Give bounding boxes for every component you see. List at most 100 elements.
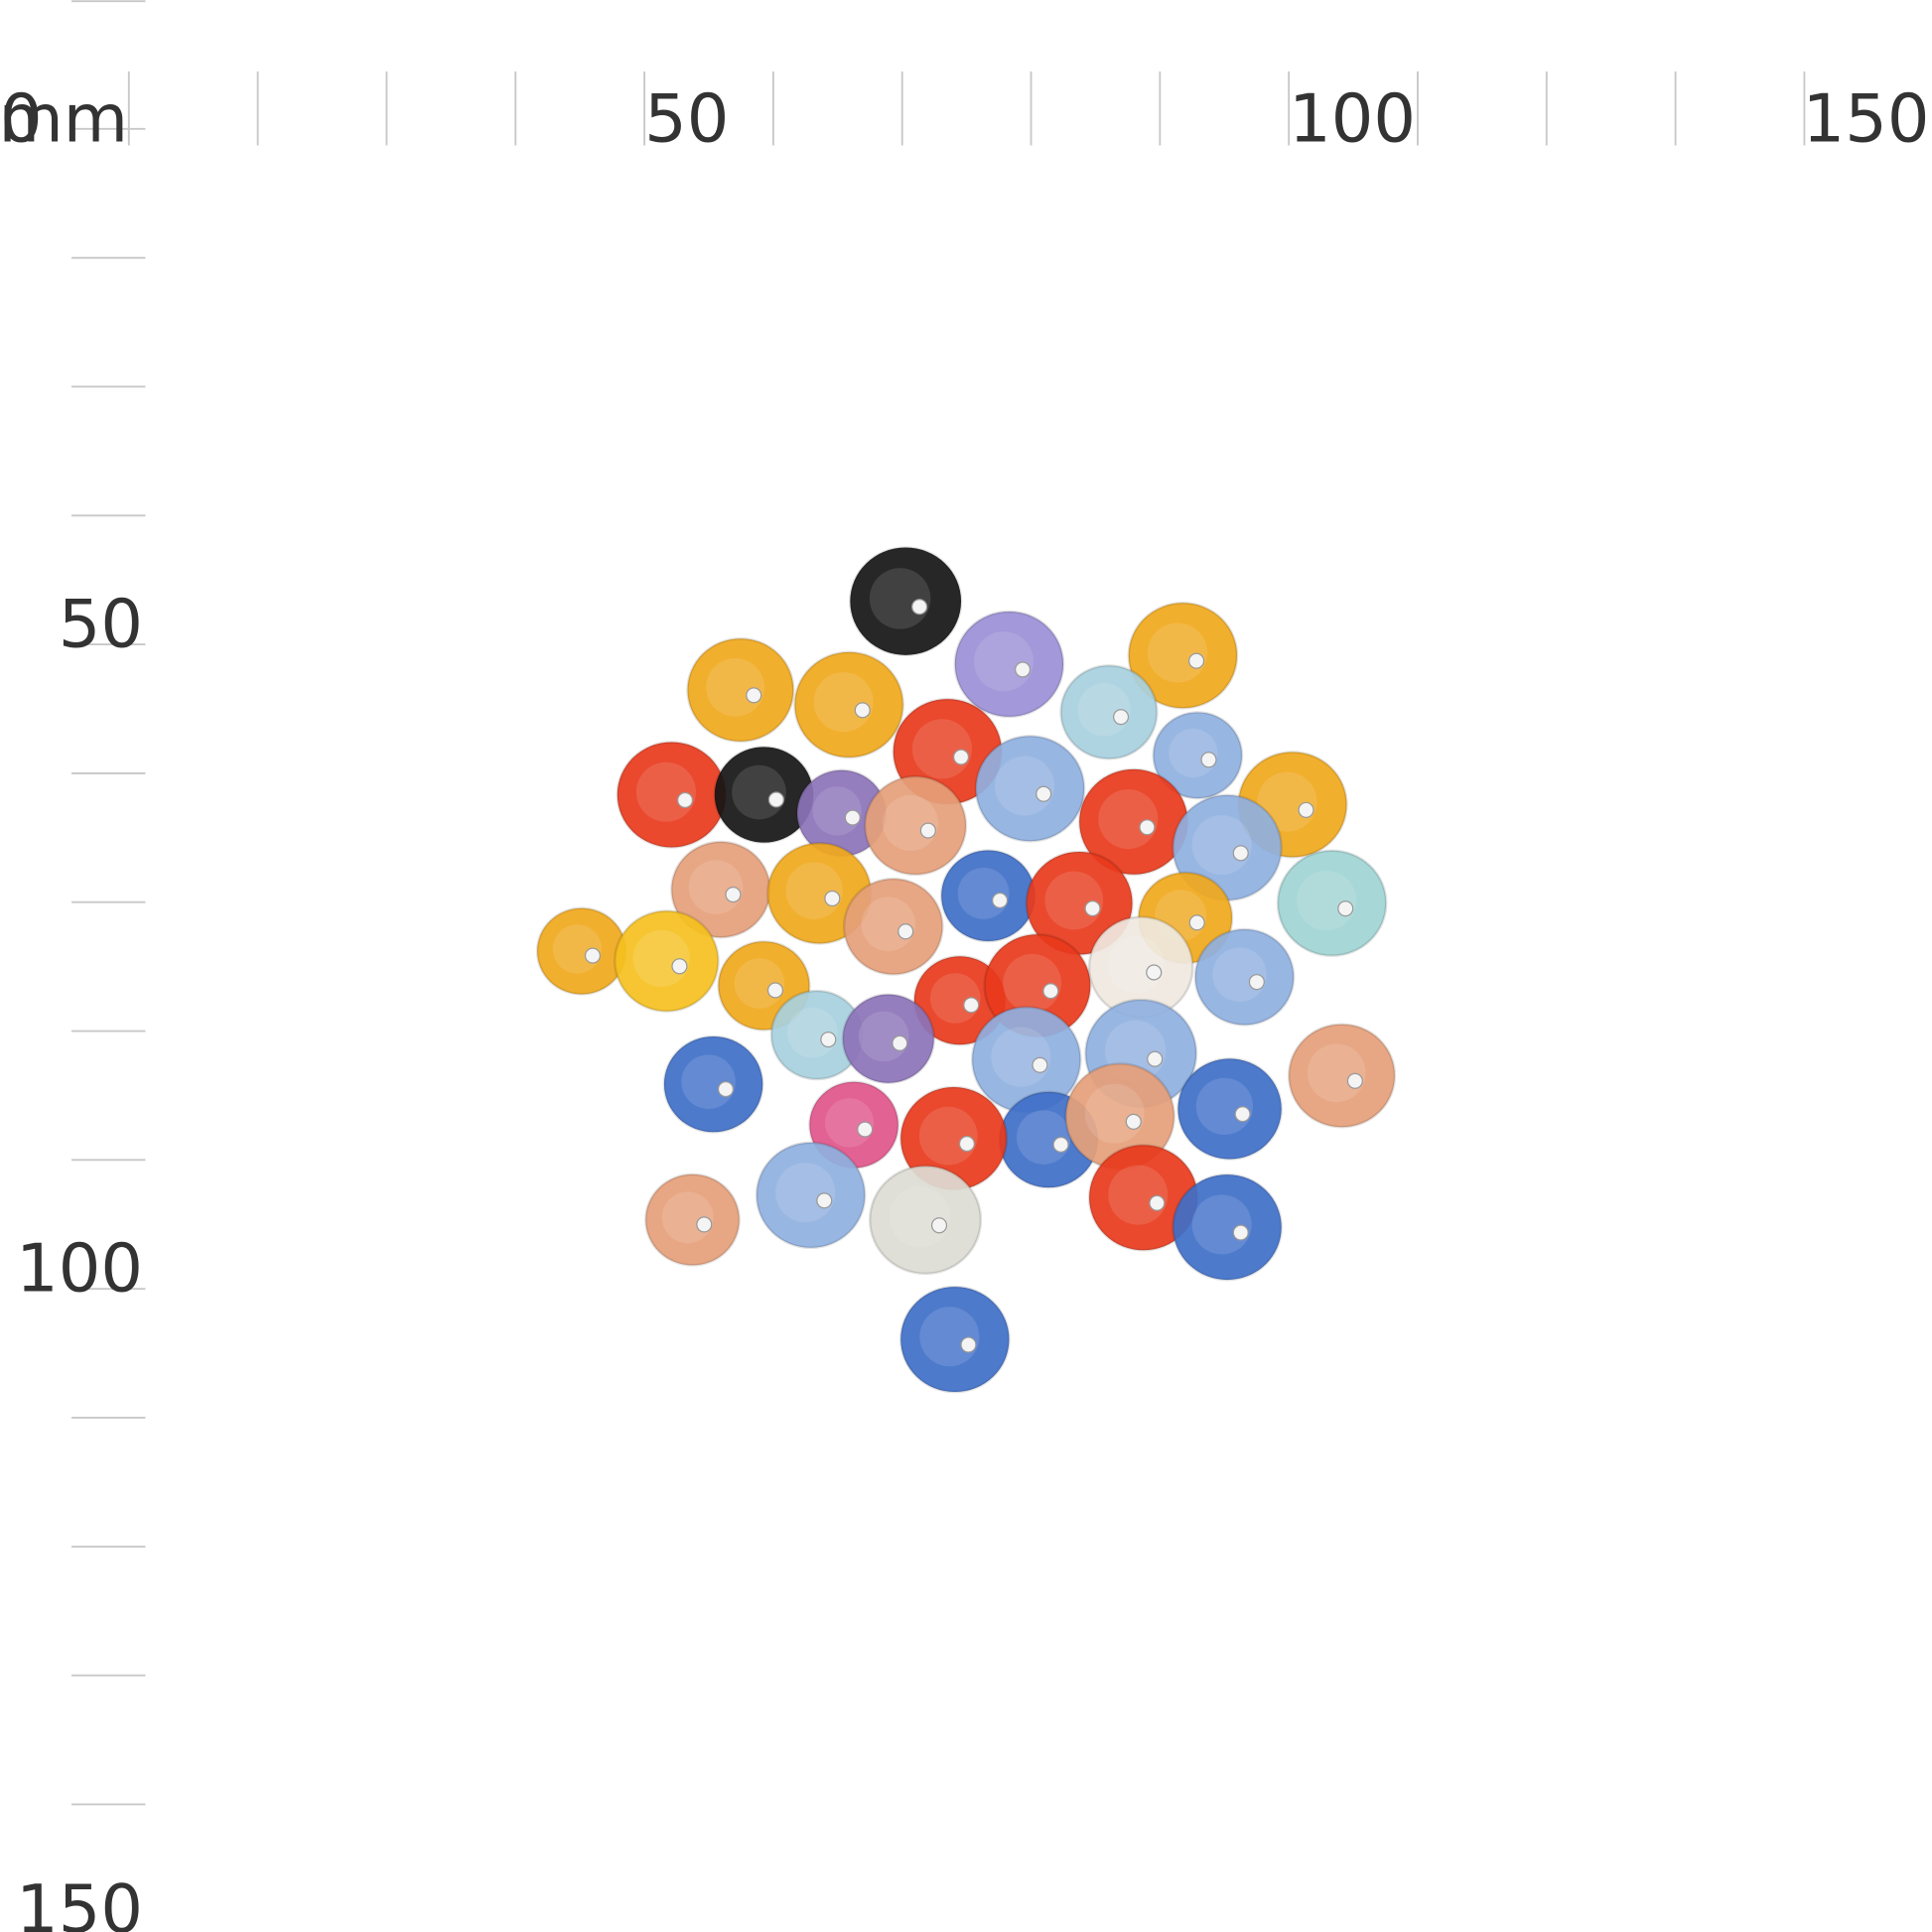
- button: [1172, 1173, 1283, 1282]
- ruler-label: 0: [0, 80, 43, 158]
- button: [1127, 602, 1239, 710]
- button-highlight: [1003, 953, 1061, 1013]
- button-highlight: [1307, 1043, 1366, 1103]
- button: [755, 1141, 867, 1250]
- rhinestone: [717, 1081, 735, 1098]
- button-highlight: [1098, 789, 1159, 850]
- button-highlight: [813, 672, 874, 733]
- rhinestone: [725, 886, 742, 903]
- rhinestone: [824, 890, 841, 907]
- button: [686, 636, 795, 744]
- rhinestone: [1346, 1072, 1363, 1089]
- rhinestone: [767, 791, 784, 808]
- rhinestone: [1084, 899, 1101, 917]
- ruler-label: 50: [644, 80, 729, 158]
- button-highlight: [973, 631, 1035, 692]
- button: [793, 650, 904, 759]
- rhinestone: [963, 997, 980, 1014]
- rhinestone: [766, 982, 784, 999]
- rhinestone: [820, 1032, 837, 1048]
- rhinestone: [1147, 1050, 1164, 1067]
- rhinestone: [1042, 983, 1059, 1000]
- button-highlight: [919, 1307, 980, 1367]
- button-highlight: [775, 1163, 836, 1223]
- button-highlight: [1191, 1194, 1252, 1255]
- button: [1176, 1057, 1283, 1161]
- rhinestone: [958, 1136, 975, 1153]
- rhinestone: [1125, 1113, 1142, 1130]
- button: [841, 993, 935, 1085]
- ruler-label: 150: [16, 1870, 143, 1932]
- button-highlight: [1147, 622, 1208, 683]
- rhinestone: [584, 947, 602, 964]
- rhinestone: [1234, 1106, 1251, 1123]
- button-highlight: [918, 1106, 978, 1166]
- button-highlight: [635, 761, 696, 822]
- rhinestone: [1149, 1194, 1166, 1211]
- rhinestone: [1188, 652, 1205, 669]
- button-highlight: [1084, 1083, 1145, 1144]
- rhinestone: [671, 958, 688, 975]
- rhinestone: [952, 749, 970, 765]
- rhinestone: [1188, 914, 1205, 931]
- rhinestone: [816, 1192, 833, 1209]
- button: [974, 735, 1086, 843]
- button-highlight: [889, 1186, 951, 1248]
- button-highlight: [1108, 1165, 1169, 1225]
- ruler-label: 150: [1803, 80, 1930, 158]
- button-highlight: [991, 1027, 1051, 1087]
- rhinestone: [919, 822, 936, 839]
- rhinestone: [960, 1336, 977, 1353]
- rhinestone: [1052, 1136, 1069, 1154]
- rhinestone: [1248, 974, 1265, 991]
- rhinestone: [1337, 900, 1354, 917]
- rhinestone: [854, 702, 871, 719]
- rhinestone: [844, 809, 861, 826]
- button-highlight: [911, 719, 972, 779]
- rhinestone: [1232, 1224, 1249, 1241]
- rhinestone: [857, 1121, 874, 1138]
- button-highlight: [869, 568, 931, 629]
- button: [1276, 849, 1388, 957]
- ruler-label: 50: [59, 586, 143, 663]
- ruler-unit: mm: [0, 80, 128, 158]
- rhinestone: [746, 687, 762, 704]
- button-highlight: [1191, 815, 1252, 876]
- button: [614, 909, 720, 1013]
- button: [1287, 1023, 1397, 1129]
- rhinestone: [892, 1035, 908, 1051]
- button: [842, 877, 944, 976]
- button: [898, 1285, 1011, 1394]
- rhinestone: [1139, 819, 1156, 836]
- rhinestone: [1112, 709, 1130, 726]
- rhinestone: [930, 1217, 948, 1234]
- rhinestone: [1035, 785, 1052, 802]
- rhinestone: [1146, 964, 1163, 981]
- button: [1193, 927, 1296, 1027]
- button: [849, 546, 963, 657]
- rhinestone: [1032, 1056, 1048, 1073]
- rhinestone: [1015, 661, 1032, 678]
- rhinestone: [676, 791, 694, 809]
- button: [644, 1173, 741, 1267]
- button: [953, 610, 1065, 719]
- rhinestone: [992, 892, 1009, 909]
- button-highlight: [1044, 871, 1104, 930]
- button-highlight: [1297, 870, 1357, 931]
- rhinestone: [1200, 752, 1217, 768]
- buttons: [535, 546, 1397, 1394]
- rhinestone: [911, 599, 928, 616]
- button-highlight: [995, 756, 1055, 816]
- ruler-label: 100: [16, 1230, 143, 1308]
- button: [662, 1035, 764, 1134]
- rhinestone: [1298, 801, 1314, 818]
- button: [1152, 711, 1244, 800]
- rhinestone: [1232, 845, 1249, 862]
- button-highlight: [706, 657, 764, 717]
- rhinestone: [897, 923, 914, 940]
- button: [863, 774, 968, 877]
- button: [1059, 664, 1159, 760]
